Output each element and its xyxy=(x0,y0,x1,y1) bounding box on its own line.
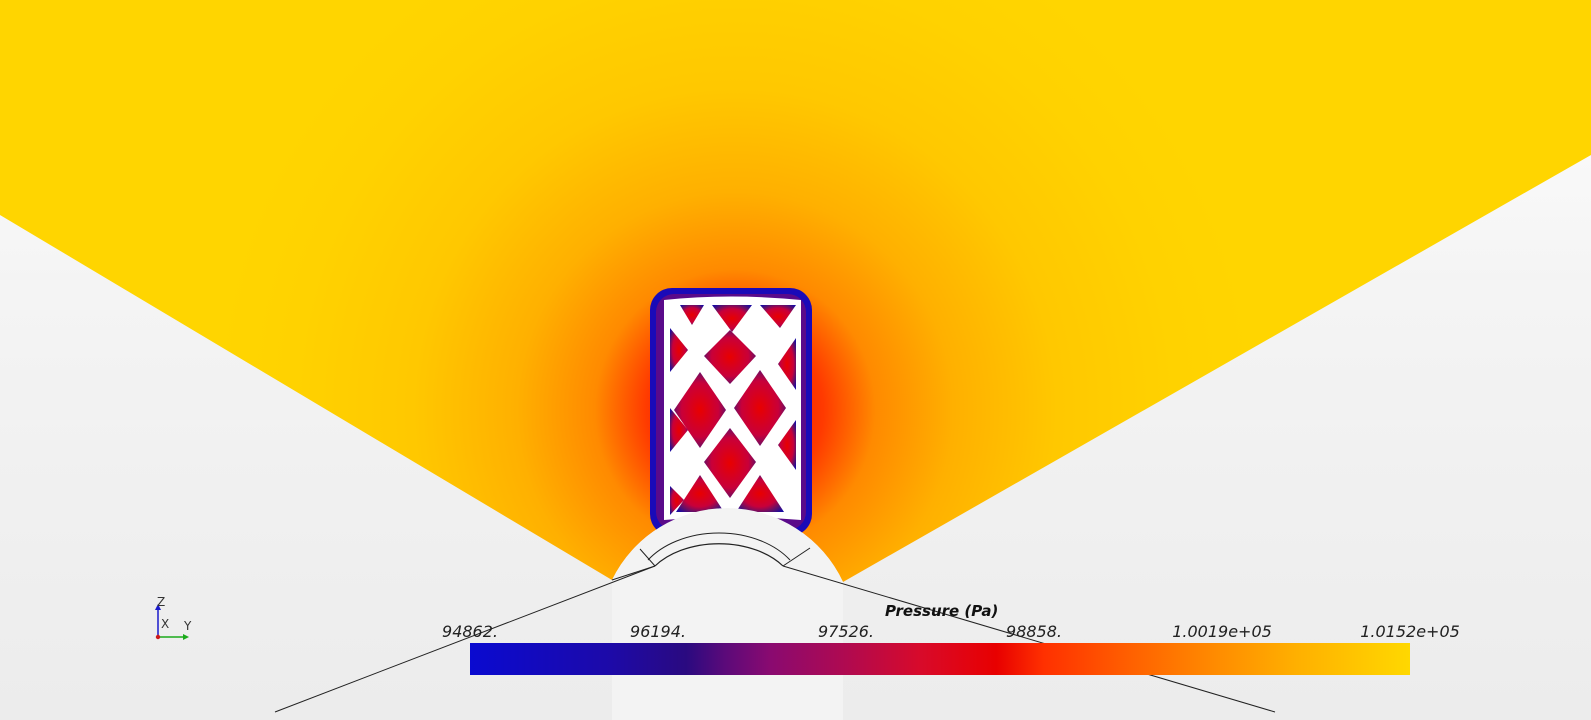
axis-y-label: Y xyxy=(184,619,192,633)
colorbar-tick-label: 1.0019e+05 xyxy=(1172,622,1272,641)
mesh-outline xyxy=(274,565,1276,713)
pressure-colorbar xyxy=(470,643,1410,675)
xyz-axes-triad-icon: Z X Y xyxy=(150,595,200,645)
colorbar-tick-label: 94862. xyxy=(442,622,498,641)
axis-z-label: Z xyxy=(157,595,166,609)
colorbar-tick-label: 1.0152e+05 xyxy=(1360,622,1460,641)
colorbar-tick-label: 98858. xyxy=(1006,622,1062,641)
hull-dome xyxy=(612,508,843,720)
lattice-body xyxy=(664,296,801,520)
colorbar-tick-label: 97526. xyxy=(818,622,874,641)
axis-x-label: X xyxy=(161,617,170,631)
colorbar-title: Pressure (Pa) xyxy=(885,602,999,620)
colorbar-tick-label: 96194. xyxy=(630,622,686,641)
